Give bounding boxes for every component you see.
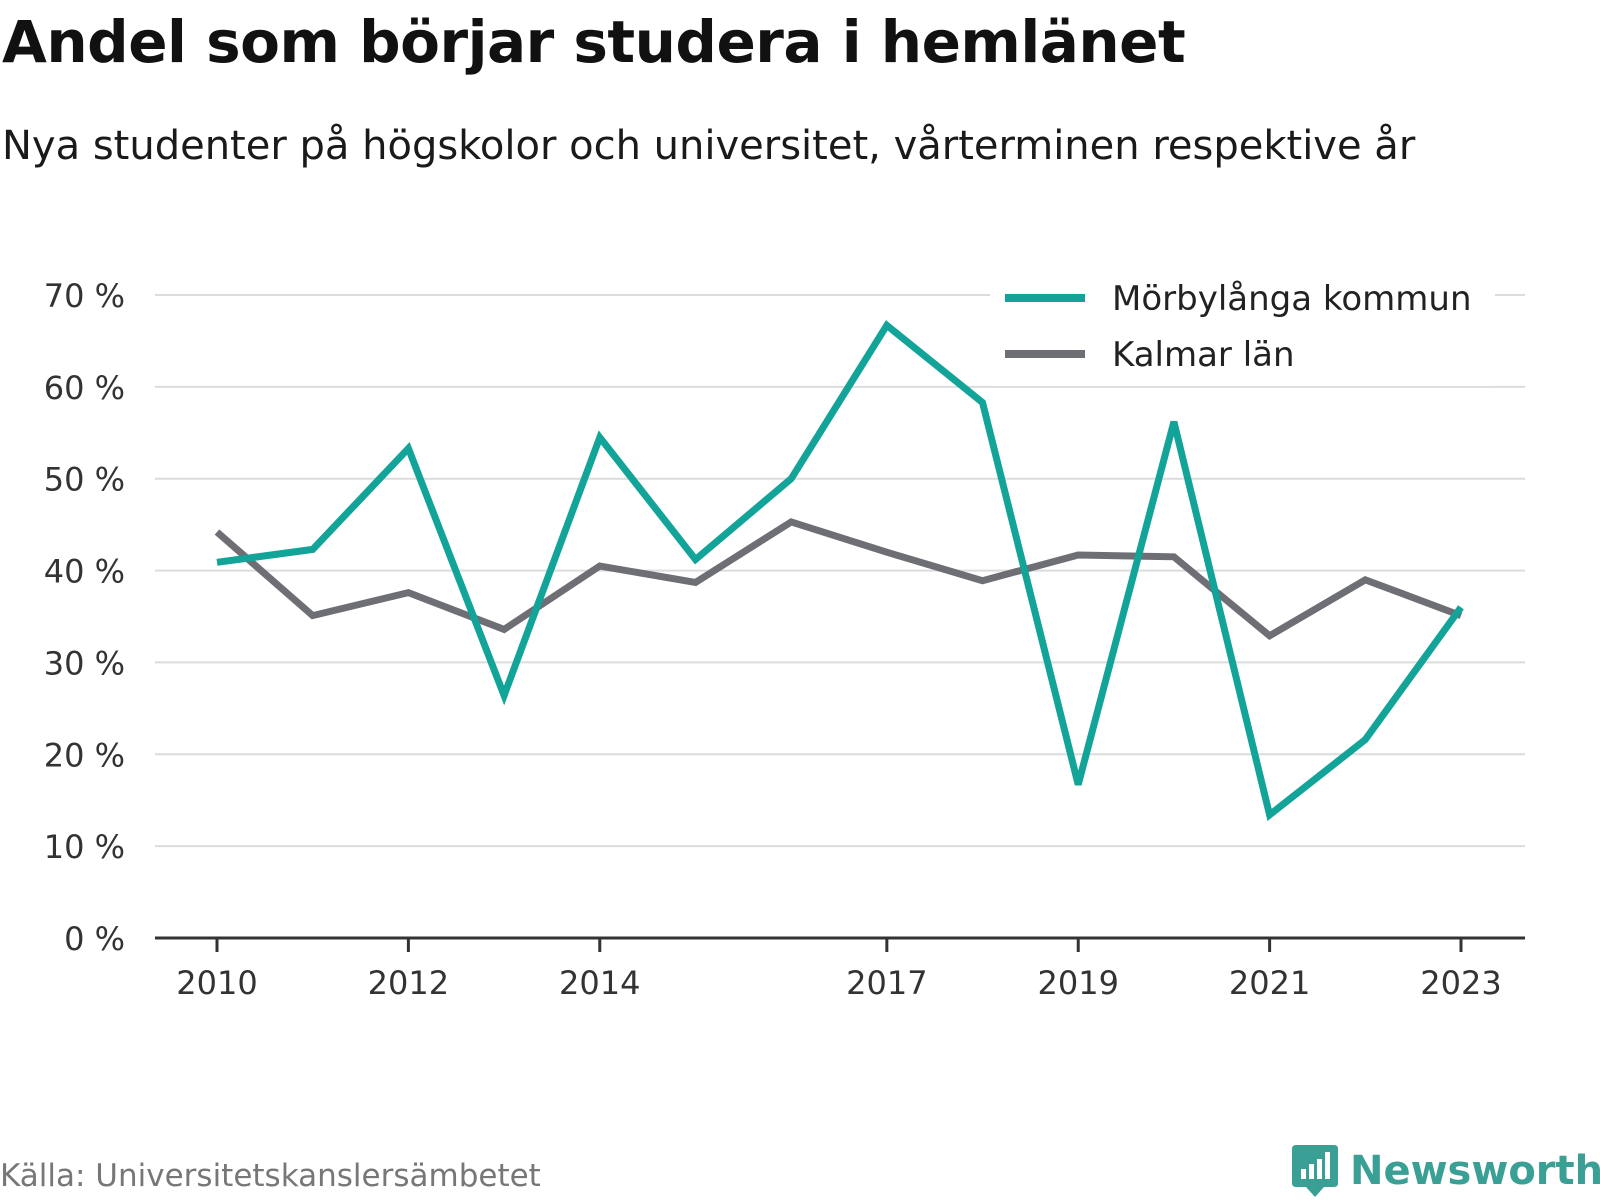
legend-background: [990, 268, 1495, 386]
series-lines: [214, 320, 1464, 822]
legend-label: Mörbylånga kommun: [1112, 279, 1472, 319]
y-tick-label: 10 %: [44, 828, 125, 866]
x-tick-label: 2021: [1229, 964, 1310, 1002]
y-tick-label: 20 %: [44, 736, 125, 774]
x-tick-label: 2017: [846, 964, 927, 1002]
source-note: Källa: Universitetskanslersämbetet: [0, 1158, 541, 1194]
y-axis-tick-labels: 0 % 10 % 20 % 30 % 40 % 50 % 60 % 70 %: [44, 277, 125, 958]
series-line: [214, 518, 1463, 641]
x-tick-label: 2023: [1420, 964, 1501, 1002]
y-tick-label: 0 %: [64, 920, 125, 958]
y-tick-label: 60 %: [44, 369, 125, 407]
newsworthy-logo-icon: [1292, 1145, 1338, 1197]
series-line: [216, 320, 1464, 822]
brand-name: Newsworthy: [1350, 1148, 1600, 1194]
y-tick-label: 30 %: [44, 644, 125, 682]
legend-label: Kalmar län: [1112, 335, 1295, 375]
y-tick-label: 50 %: [44, 461, 125, 499]
y-tick-label: 40 %: [44, 553, 125, 591]
x-tick-label: 2019: [1038, 964, 1119, 1002]
chart-title: Andel som börjar studera i hemlänet: [2, 8, 1186, 76]
brand-logo: Newsworthy: [1290, 1143, 1600, 1199]
x-tick-label: 2014: [559, 964, 640, 1002]
x-axis: 2010 2012 2014 2017 2019 2021 2023: [155, 936, 1525, 1002]
chart-subtitle: Nya studenter på högskolor och universit…: [2, 123, 1416, 169]
y-tick-label: 70 %: [44, 277, 125, 315]
legend: Mörbylånga kommun Kalmar län: [990, 268, 1495, 386]
x-tick-label: 2012: [368, 964, 449, 1002]
x-tick-label: 2010: [176, 964, 257, 1002]
